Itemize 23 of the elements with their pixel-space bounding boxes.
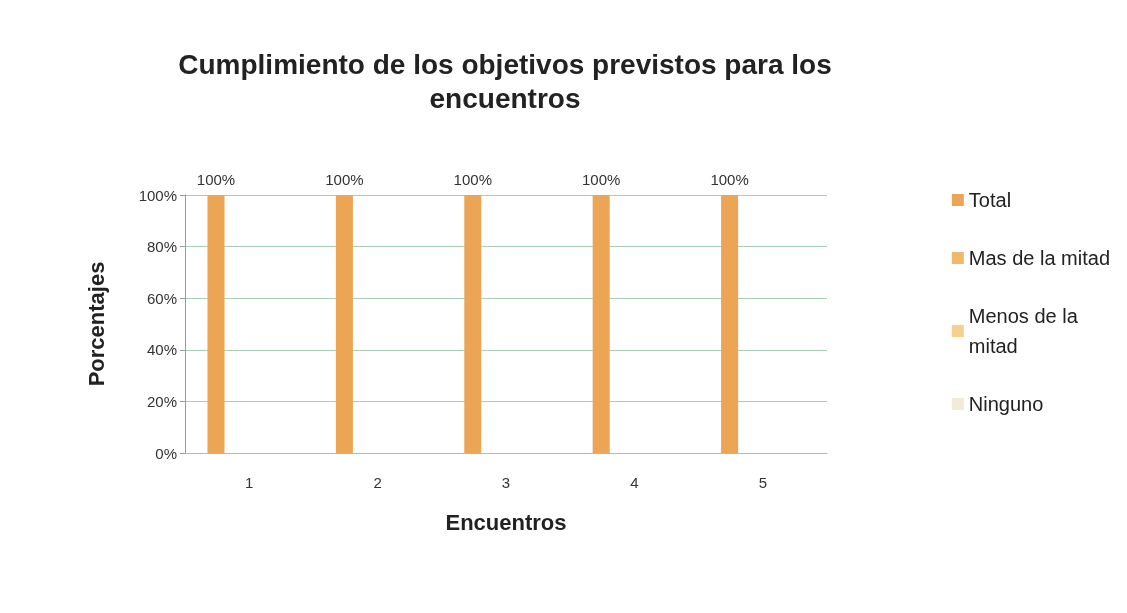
- y-axis-title: Porcentajes: [83, 261, 109, 387]
- x-tick-label: 3: [501, 474, 511, 491]
- x-tick-label: 1: [245, 474, 254, 491]
- data-label: 100%: [453, 171, 492, 188]
- data-label: 100%: [196, 171, 236, 188]
- y-tick-label: 20%: [146, 392, 177, 410]
- y-tick-label: 100%: [138, 186, 177, 204]
- y-tick-label: 0%: [155, 444, 177, 462]
- chart-title: Cumplimiento de los objetivos previstos para los encuentros: [178, 48, 832, 114]
- legend-label: Ninguno: [968, 393, 1044, 415]
- legend-label: Total: [968, 189, 1012, 211]
- x-tick-label: 4: [630, 474, 639, 491]
- x-tick-label: 2: [373, 474, 382, 491]
- y-tick-label: 80%: [146, 238, 177, 256]
- data-label: 100%: [710, 171, 749, 188]
- x-axis-title: Encuentros: [445, 509, 567, 535]
- legend-label: Mas de la mitad: [968, 247, 1110, 269]
- y-tick-label: 40%: [146, 341, 177, 359]
- y-tick-label: 60%: [146, 289, 177, 307]
- data-label: 100%: [325, 171, 364, 188]
- x-tick-label: 5: [758, 474, 767, 491]
- legend-label: Menos de la mitad: [968, 305, 1079, 357]
- data-label: 100%: [582, 171, 621, 188]
